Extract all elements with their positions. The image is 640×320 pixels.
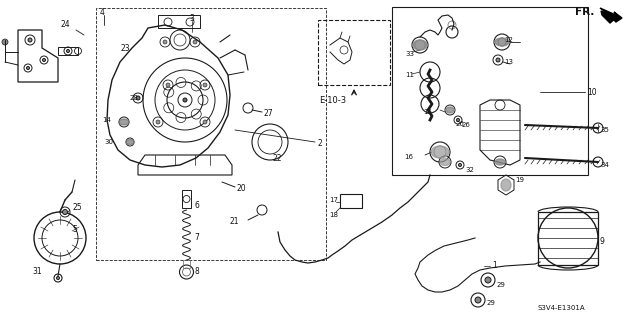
Text: 3: 3 <box>189 13 195 22</box>
Circle shape <box>496 58 500 62</box>
Text: 13: 13 <box>504 59 513 65</box>
Text: 9: 9 <box>600 237 605 246</box>
Bar <box>96 8 326 260</box>
Text: 7: 7 <box>194 234 199 243</box>
Text: 18: 18 <box>329 212 338 218</box>
Circle shape <box>67 50 70 52</box>
Circle shape <box>42 59 45 61</box>
Ellipse shape <box>431 146 449 158</box>
Text: 6: 6 <box>194 202 199 211</box>
Text: 23: 23 <box>120 44 130 52</box>
Polygon shape <box>601 11 617 23</box>
Bar <box>182 190 191 208</box>
Text: 27: 27 <box>263 108 273 117</box>
Circle shape <box>166 83 170 87</box>
Text: 32: 32 <box>465 167 474 173</box>
Text: 11: 11 <box>405 72 414 78</box>
Ellipse shape <box>440 158 450 165</box>
Text: E-10-3: E-10-3 <box>319 95 347 105</box>
Text: 2: 2 <box>317 139 322 148</box>
Circle shape <box>2 39 8 45</box>
Text: 30: 30 <box>104 139 113 145</box>
Text: 29: 29 <box>497 282 506 288</box>
Text: 26: 26 <box>462 122 471 128</box>
Circle shape <box>475 297 481 303</box>
Circle shape <box>203 83 207 87</box>
Polygon shape <box>600 8 622 22</box>
Ellipse shape <box>495 38 509 46</box>
Bar <box>183 260 190 268</box>
Text: 15: 15 <box>423 109 432 115</box>
Ellipse shape <box>446 107 454 113</box>
Text: 8: 8 <box>194 268 199 276</box>
Circle shape <box>63 210 67 214</box>
Text: 20: 20 <box>236 183 246 193</box>
Text: S3V4-E1301A: S3V4-E1301A <box>538 305 586 311</box>
Bar <box>392 7 588 175</box>
Text: 31: 31 <box>33 268 42 276</box>
Ellipse shape <box>126 140 134 145</box>
Text: 16: 16 <box>404 154 413 160</box>
Text: 29: 29 <box>487 300 496 306</box>
Text: FR.: FR. <box>575 7 594 17</box>
Circle shape <box>456 118 460 122</box>
Bar <box>318 20 390 85</box>
Text: 25: 25 <box>72 204 82 212</box>
Text: 17: 17 <box>329 197 338 203</box>
Ellipse shape <box>119 119 129 125</box>
Text: 4: 4 <box>100 7 104 17</box>
Text: 21: 21 <box>230 218 239 227</box>
Text: 35: 35 <box>600 127 609 133</box>
Text: 5: 5 <box>72 226 77 235</box>
Bar <box>340 194 362 208</box>
Circle shape <box>56 276 60 279</box>
Text: 12: 12 <box>504 37 513 43</box>
Circle shape <box>458 164 461 166</box>
Text: 34: 34 <box>600 162 609 168</box>
Circle shape <box>26 67 29 69</box>
Text: 10: 10 <box>587 87 596 97</box>
Bar <box>538 212 598 265</box>
Circle shape <box>28 38 32 42</box>
Circle shape <box>203 120 207 124</box>
Ellipse shape <box>501 179 511 191</box>
Text: 1: 1 <box>492 261 497 270</box>
Text: 22: 22 <box>272 154 282 163</box>
Bar <box>58 47 78 55</box>
Circle shape <box>485 277 491 283</box>
Circle shape <box>163 40 167 44</box>
Circle shape <box>193 40 197 44</box>
Text: 26: 26 <box>456 121 465 127</box>
Text: 14: 14 <box>102 117 111 123</box>
Text: 33: 33 <box>405 51 414 57</box>
Text: 24: 24 <box>60 20 70 28</box>
Text: 28: 28 <box>129 95 138 101</box>
Circle shape <box>156 120 160 124</box>
Text: 19: 19 <box>515 177 524 183</box>
Ellipse shape <box>495 159 505 165</box>
Circle shape <box>183 98 187 102</box>
Ellipse shape <box>413 40 427 50</box>
Circle shape <box>136 96 140 100</box>
